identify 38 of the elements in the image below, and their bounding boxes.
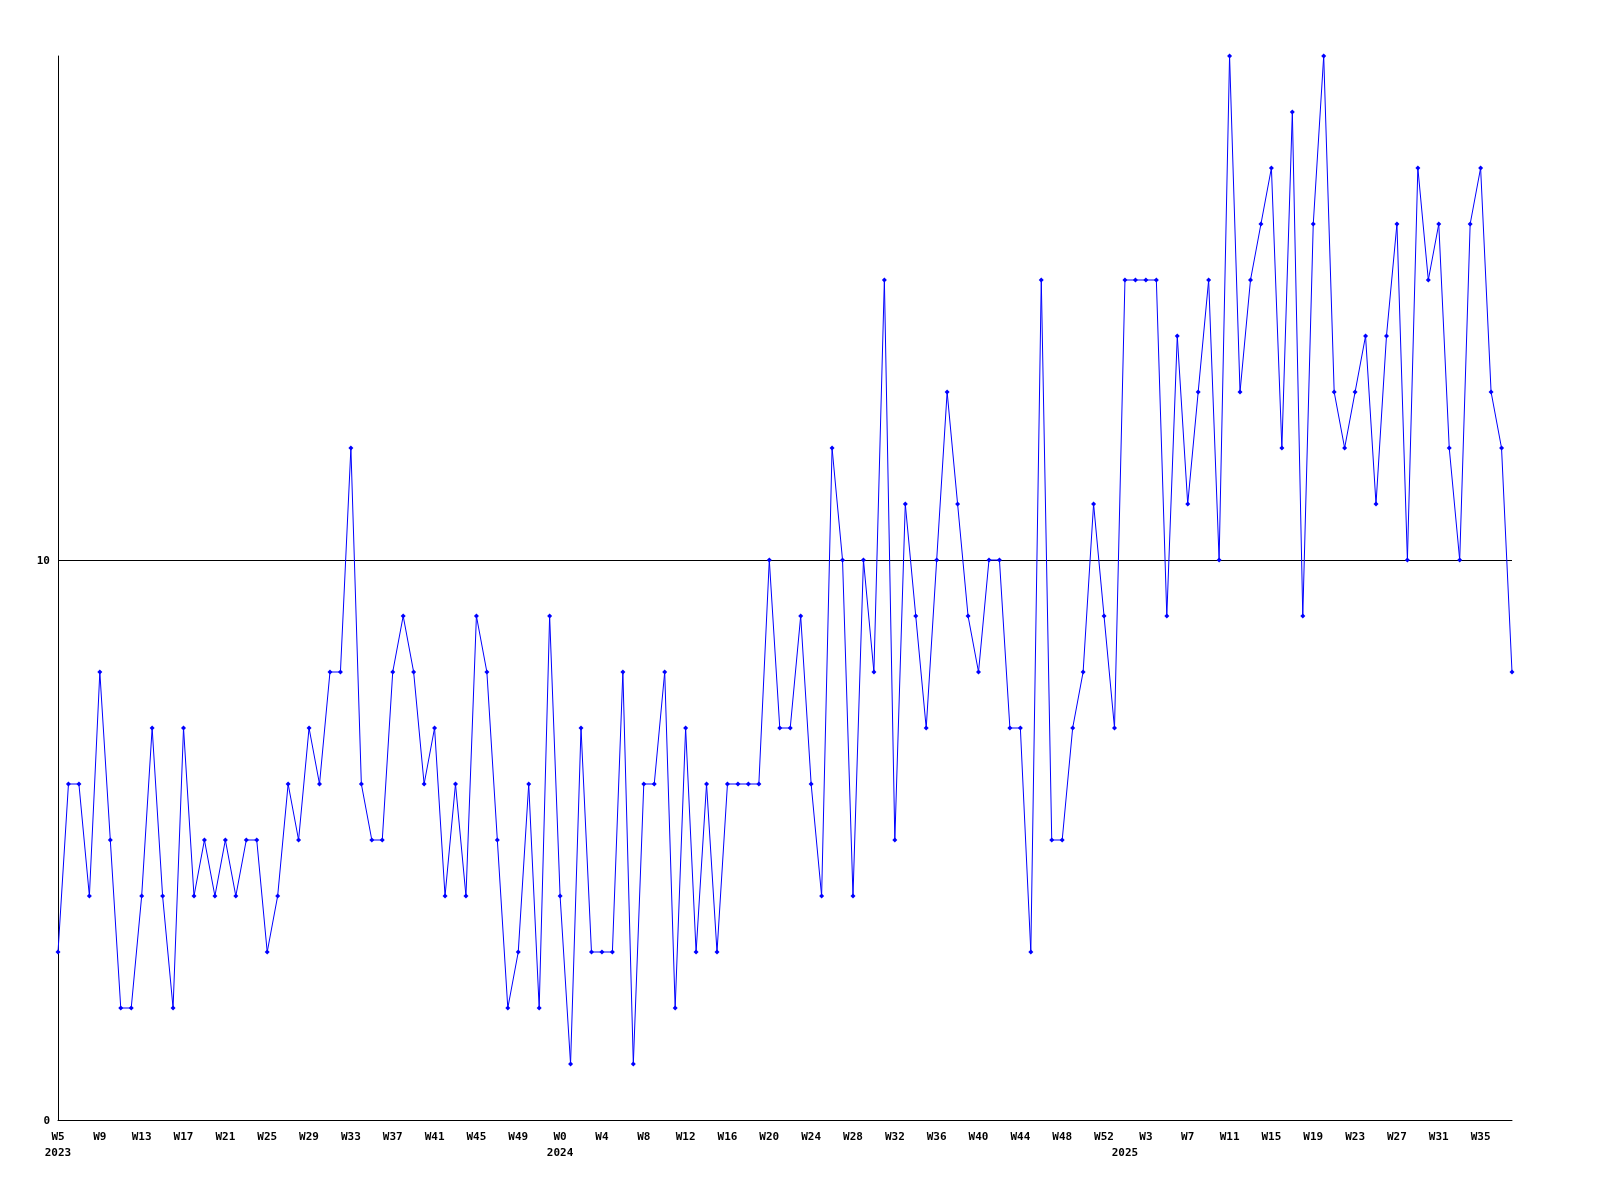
x-tick-label: W8 [637, 1129, 651, 1143]
x-tick-label: W25 [257, 1129, 278, 1143]
x-tick-label: W12 [675, 1129, 696, 1143]
x-tick-label: W19 [1303, 1129, 1324, 1143]
x-tick-label: W24 [801, 1129, 822, 1143]
x-tick-label: W4 [595, 1129, 609, 1143]
x-tick-label: W15 [1261, 1129, 1282, 1143]
x-tick-label: W7 [1181, 1129, 1195, 1143]
x-tick-label: W27 [1387, 1129, 1407, 1143]
x-tick-label: W44 [1010, 1129, 1031, 1143]
x-tick-label: W13 [131, 1129, 152, 1143]
y-tick-label: 0 [43, 1113, 50, 1127]
x-tick-label: W17 [173, 1129, 194, 1143]
x-tick-label: W23 [1345, 1129, 1366, 1143]
x-tick-label: 2025 [1111, 1145, 1139, 1159]
x-tick-label: W45 [466, 1129, 487, 1143]
x-tick-label: W41 [424, 1129, 445, 1143]
y-tick-label: 10 [36, 553, 50, 567]
x-tick-label: W29 [299, 1129, 319, 1143]
x-tick-label: W0 2024 [546, 1129, 574, 1159]
x-tick-label: W52 [1094, 1129, 1114, 1143]
x-tick-label: W48 [1052, 1129, 1073, 1143]
x-tick-label: W3 [1139, 1129, 1153, 1143]
x-tick-label: W16 [717, 1129, 738, 1143]
x-tick-label: W20 [759, 1129, 780, 1143]
x-tick-label: W35 [1470, 1129, 1491, 1143]
x-tick-label: W49 [508, 1129, 529, 1143]
x-tick-label: W36 [926, 1129, 947, 1143]
x-tick-label: W9 [93, 1129, 107, 1143]
x-tick-label: W37 [382, 1129, 403, 1143]
x-tick-label: W21 [215, 1129, 236, 1143]
x-tick-label: W31 [1428, 1129, 1450, 1143]
x-tick-label: W33 [340, 1129, 361, 1143]
x-tick-label: W5 2023 [44, 1129, 72, 1159]
x-tick-label: W11 [1219, 1129, 1240, 1143]
x-tick-label: W32 [884, 1129, 905, 1143]
x-tick-label: W40 [968, 1129, 989, 1143]
x-tick-label: W28 [843, 1129, 863, 1143]
